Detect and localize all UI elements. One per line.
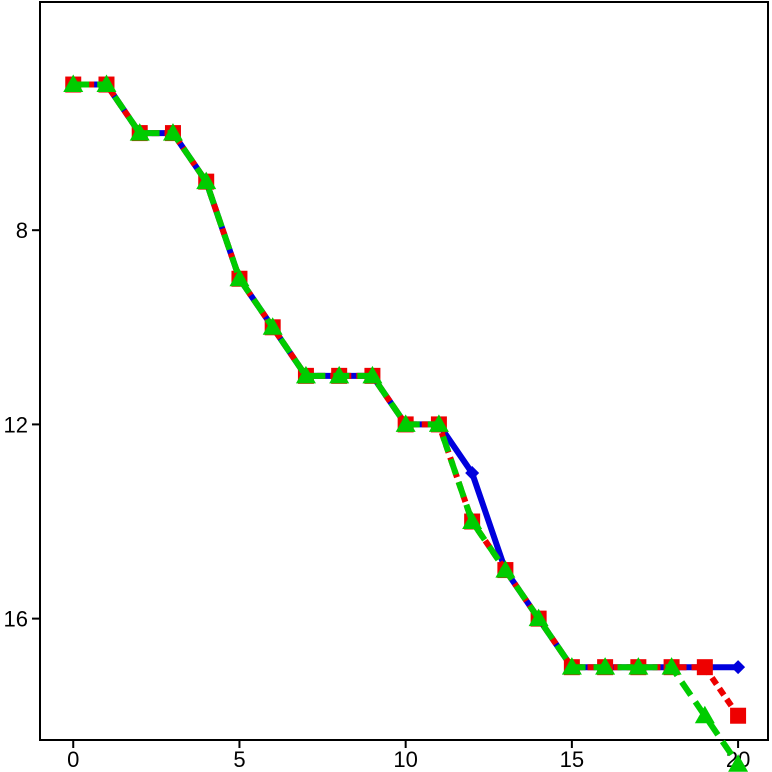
plot-frame bbox=[39, 1, 769, 741]
y-tick-label: 16 bbox=[4, 607, 28, 632]
data-point bbox=[731, 660, 746, 675]
data-point bbox=[96, 74, 117, 93]
data-point bbox=[428, 414, 449, 432]
data-point bbox=[295, 365, 316, 384]
x-tick-label: 5 bbox=[233, 747, 245, 772]
data-point bbox=[696, 659, 713, 676]
x-tick-label: 0 bbox=[67, 747, 79, 772]
data-point bbox=[528, 608, 549, 627]
data-point bbox=[196, 171, 217, 190]
data-point bbox=[229, 268, 250, 287]
data-point bbox=[362, 365, 383, 384]
data-point bbox=[162, 123, 183, 141]
series-triangle bbox=[63, 74, 749, 772]
axis-ticks: 0510152081216 bbox=[4, 218, 751, 772]
data-point bbox=[462, 511, 483, 530]
data-point bbox=[329, 365, 350, 384]
data-point bbox=[395, 414, 416, 432]
series-layer bbox=[63, 74, 749, 772]
data-point bbox=[129, 123, 150, 141]
x-tick-label: 10 bbox=[393, 747, 417, 772]
data-point bbox=[63, 74, 84, 93]
data-point bbox=[465, 465, 480, 480]
data-point bbox=[561, 657, 582, 675]
y-tick-label: 12 bbox=[4, 412, 28, 437]
data-point bbox=[595, 657, 616, 675]
data-point bbox=[730, 707, 747, 724]
data-point bbox=[628, 657, 649, 675]
data-point bbox=[728, 754, 749, 772]
data-point bbox=[262, 317, 283, 335]
y-tick-label: 8 bbox=[16, 218, 28, 243]
x-tick-label: 15 bbox=[560, 747, 584, 772]
data-point bbox=[495, 560, 516, 578]
data-point bbox=[661, 657, 682, 675]
data-point bbox=[694, 705, 715, 724]
